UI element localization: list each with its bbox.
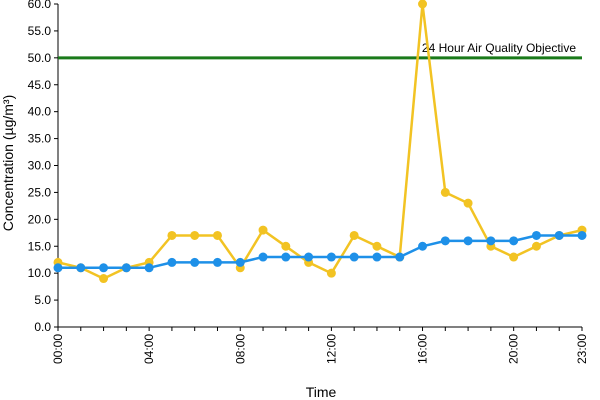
- data-point: [281, 241, 291, 251]
- x-tick-label: 04:00: [142, 334, 156, 364]
- data-point: [395, 252, 405, 262]
- x-tick-label: 16:00: [416, 334, 430, 364]
- y-tick-label: 30.0: [28, 159, 52, 173]
- data-point: [463, 198, 473, 208]
- x-tick-label: 20:00: [507, 334, 521, 364]
- data-point: [99, 263, 109, 273]
- y-tick-label: 40.0: [28, 105, 52, 119]
- y-tick-label: 35.0: [28, 132, 52, 146]
- x-tick-label: 23:00: [575, 334, 589, 364]
- data-point: [144, 263, 154, 273]
- data-point: [76, 263, 86, 273]
- data-point: [463, 236, 473, 246]
- data-point: [121, 263, 131, 273]
- axes: 0.0 5.0 10.0 15.0 20.0 25.0 30.0 35.0 40.0 45.0 50…: [28, 0, 589, 364]
- data-point: [258, 252, 268, 262]
- x-tick-label: 12:00: [324, 334, 338, 364]
- y-tick-label: 15.0: [28, 239, 52, 253]
- data-point: [418, 241, 428, 251]
- data-point: [531, 230, 541, 240]
- series-2: [53, 230, 587, 273]
- data-point: [167, 230, 177, 240]
- data-point: [372, 241, 382, 251]
- data-point: [349, 230, 359, 240]
- data-point: [258, 225, 268, 235]
- data-point: [235, 257, 245, 267]
- data-point: [554, 230, 564, 240]
- data-point: [190, 257, 200, 267]
- data-point: [531, 241, 541, 251]
- y-tick-label: 25.0: [28, 185, 52, 199]
- data-point: [190, 230, 200, 240]
- data-point: [440, 187, 450, 197]
- data-point: [372, 252, 382, 262]
- y-tick-label: 20.0: [28, 212, 52, 226]
- y-tick-label: 55.0: [28, 24, 52, 38]
- data-point: [486, 236, 496, 246]
- data-point: [418, 0, 428, 9]
- x-tick-label: 08:00: [233, 334, 247, 364]
- y-tick-label: 5.0: [34, 293, 51, 307]
- y-tick-label: 60.0: [28, 0, 52, 11]
- data-point: [326, 252, 336, 262]
- data-point: [304, 252, 314, 262]
- x-axis-title: Time: [306, 384, 337, 400]
- x-tick-label: 00:00: [51, 334, 65, 364]
- data-point: [326, 268, 336, 278]
- series-group: [53, 0, 587, 284]
- y-tick-label: 50.0: [28, 51, 52, 65]
- y-tick-label: 10.0: [28, 266, 52, 280]
- reference-line-group: 24 Hour Air Quality Objective: [58, 41, 582, 60]
- data-point: [53, 263, 63, 273]
- data-point: [167, 257, 177, 267]
- data-point: [440, 236, 450, 246]
- data-point: [99, 274, 109, 284]
- y-tick-label: 0.0: [34, 320, 51, 334]
- data-point: [509, 236, 519, 246]
- data-point: [577, 230, 587, 240]
- y-tick-label: 45.0: [28, 78, 52, 92]
- y-axis-title: Concentration (µg/m³): [0, 95, 16, 231]
- reference-line-label: 24 Hour Air Quality Objective: [422, 41, 576, 55]
- data-point: [212, 230, 222, 240]
- data-point: [349, 252, 359, 262]
- data-point: [509, 252, 519, 262]
- data-point: [212, 257, 222, 267]
- data-point: [281, 252, 291, 262]
